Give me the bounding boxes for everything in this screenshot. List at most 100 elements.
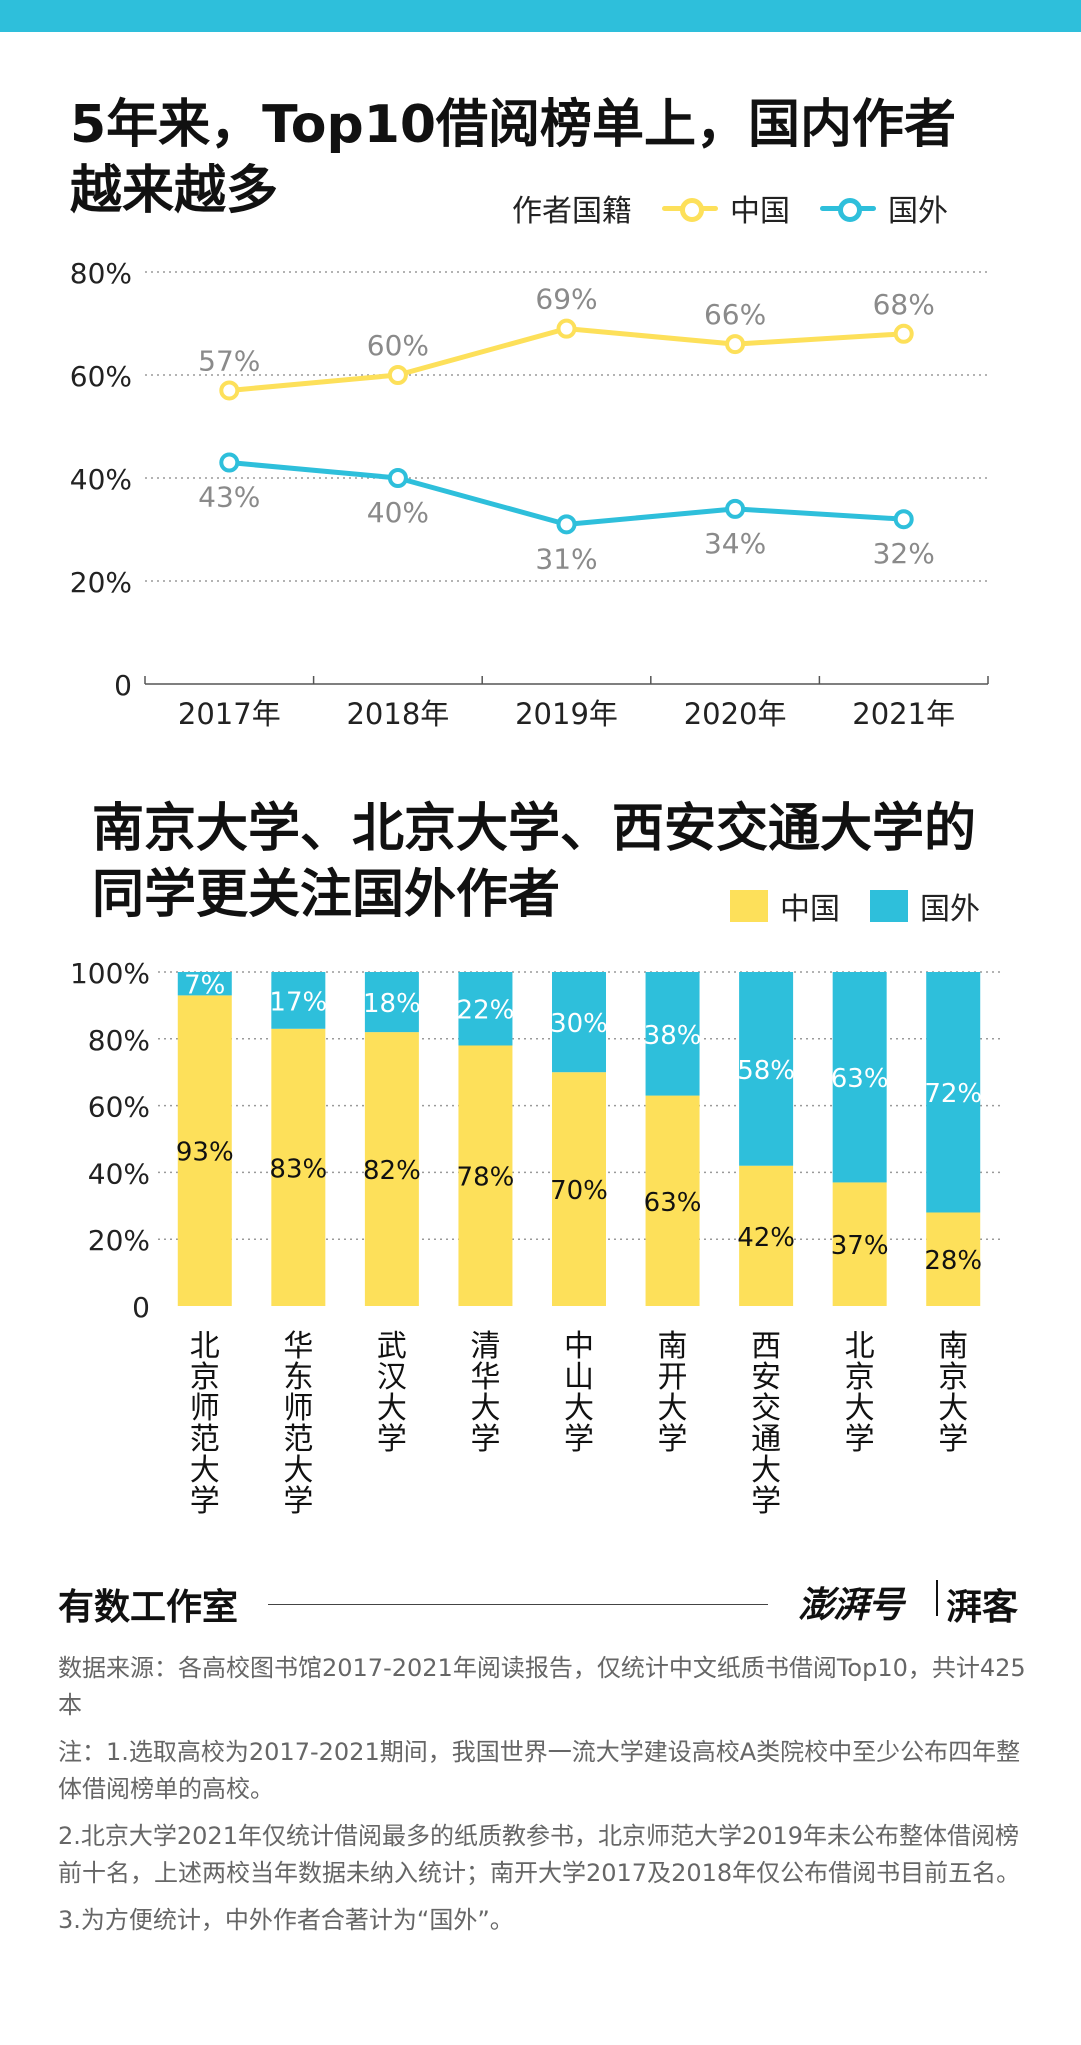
bar-category-label: 清华大学 [470,1329,500,1457]
bar-chart-legend: 中国 国外 [700,884,980,928]
bar-data-label-china: 93% [176,1138,234,1168]
note-3: 3.为方便统计，中外作者合著计为“国外”。 [58,1906,514,1934]
bar-data-label-foreign: 18% [363,989,421,1019]
bar-y-tick-label: 40% [88,1157,150,1190]
line-point [893,509,914,530]
bar-data-label-china: 83% [269,1154,327,1184]
footer-divider [268,1604,768,1605]
line-chart-title-line1: 5年来，Top10借阅榜单上，国内作者 [70,95,957,155]
thepaper-logo: 澎湃号 [798,1585,904,1626]
bar-chart-title: 南京大学、北京大学、西安交通大学的 同学更关注国外作者 [92,796,976,928]
line-y-tick-label: 20% [70,566,132,599]
line-point [556,318,577,339]
line-chart: 0 20% 40% 60% 80% 2017年 2018年 2019年 2020年 2021年 57… [70,257,989,731]
bar-legend-item-china: 中国 [730,884,840,928]
line-x-tick-label: 2017年 [178,697,281,731]
line-data-label: 34% [704,527,766,560]
bar-data-label-china: 42% [737,1223,795,1253]
legend-line-china-icon [662,195,718,222]
line-y-tick-label: 60% [70,360,132,393]
line-y-tick-label: 40% [70,463,132,496]
line-data-label: 69% [535,283,597,316]
bar-legend-label-china: 中国 [780,892,840,927]
bar-china [364,1032,419,1306]
line-x-tick-label: 2021年 [852,697,955,731]
line-x-tick-label: 2018年 [346,697,449,731]
line-data-label: 40% [367,496,429,529]
bar-category-label: 北京师范大学 [190,1329,220,1519]
bar-foreign [926,972,981,1213]
line-x-tick-label: 2019年 [515,697,618,731]
bar-foreign [177,972,232,996]
bar-china [926,1212,981,1306]
bar-data-label-foreign: 38% [644,1021,702,1051]
legend-item-china: 中国 [662,186,790,230]
line-data-label: 66% [704,298,766,331]
legend-item-foreign: 国外 [820,186,948,230]
bar-china [177,995,232,1306]
legend-label-foreign: 国外 [888,194,948,229]
bar-y-tick-label: 80% [88,1024,150,1057]
bar-y-tick-label: 20% [88,1224,150,1257]
line-y-tick-label: 0 [114,669,132,702]
bar-china [645,1095,700,1306]
bar-data-label-foreign: 58% [737,1056,795,1086]
bar-data-label-china: 63% [644,1188,702,1218]
line-chart-legend: 作者国籍 中国 国外 [512,186,948,230]
bar-chart-title-line2: 同学更关注国外作者 [92,865,561,925]
bar-data-label-foreign: 22% [457,996,515,1026]
footer-brand: 有数工作室 [58,1586,239,1628]
bar-foreign [832,972,887,1183]
bar-china [552,1072,606,1306]
line-point [893,323,914,344]
line-point [725,498,746,519]
bar-category-label: 武汉大学 [377,1329,407,1457]
note-1: 注：1.选取高校为2017-2021期间，我国世界一流大学建设高校A类院校中至少… [58,1738,1021,1803]
paike-logo: 湃客 [946,1586,1019,1628]
bar-category-label: 西安交通大学 [751,1329,781,1519]
bar-chart-title-line1: 南京大学、北京大学、西安交通大学的 [92,799,977,859]
bar-category-label: 华东师范大学 [283,1329,313,1519]
top-accent-bar [0,0,1081,32]
bar-y-tick-label: 100% [70,957,150,990]
bar-y-tick-label: 60% [88,1091,150,1124]
bar-china [271,1028,326,1306]
line-data-label: 32% [873,537,935,570]
legend-label-china: 中国 [730,194,790,229]
legend-box-foreign-icon [870,890,908,922]
bar-foreign [552,972,606,1073]
bar-foreign [645,972,700,1096]
bar-category-label: 南开大学 [658,1329,688,1457]
line-y-tick-label: 80% [70,257,132,290]
bar-legend-item-foreign: 国外 [870,884,980,928]
bar-data-label-china: 37% [831,1231,889,1261]
line-data-label: 60% [367,329,429,362]
line-point [219,452,240,473]
footer-notes: 数据来源：各高校图书馆2017-2021年阅读报告，仅统计中文纸质书借阅Top1… [58,1650,1028,1949]
legend-box-china-icon [730,890,768,922]
bar-data-label-china: 70% [550,1176,608,1206]
data-source-note: 数据来源：各高校图书馆2017-2021年阅读报告，仅统计中文纸质书借阅Top1… [58,1654,1026,1719]
line-x-tick-label: 2020年 [684,697,787,731]
bar-data-label-foreign: 30% [550,1009,608,1039]
note-2: 2.北京大学2021年仅统计借阅最多的纸质教参书，北京师范大学2019年未公布整… [58,1822,1021,1887]
bar-china [458,1045,513,1306]
bar-china [739,1165,794,1306]
line-point [725,334,746,355]
bar-category-label: 北京大学 [845,1329,875,1457]
bar-legend-label-foreign: 国外 [920,892,980,927]
bar-foreign [271,972,326,1029]
logo-separator [936,1580,938,1616]
bar-data-label-foreign: 17% [269,987,327,1017]
line-data-label: 43% [198,481,260,514]
bar-category-label: 南京大学 [938,1329,968,1457]
bar-chart: 0 20% 40% 60% 80% 100% 93% 7% 北京师范大学 83% 17% 华东师范大学… [70,957,1000,1519]
bar-data-label-china: 28% [924,1246,982,1276]
bar-category-label: 中山大学 [564,1329,594,1457]
bar-data-label-china: 82% [363,1156,421,1186]
bar-data-label-foreign: 72% [924,1079,982,1109]
bar-china [832,1182,887,1306]
line-chart-title-line2: 越来越多 [70,161,279,221]
legend-title: 作者国籍 [512,194,632,229]
legend-line-foreign-icon [820,195,876,222]
